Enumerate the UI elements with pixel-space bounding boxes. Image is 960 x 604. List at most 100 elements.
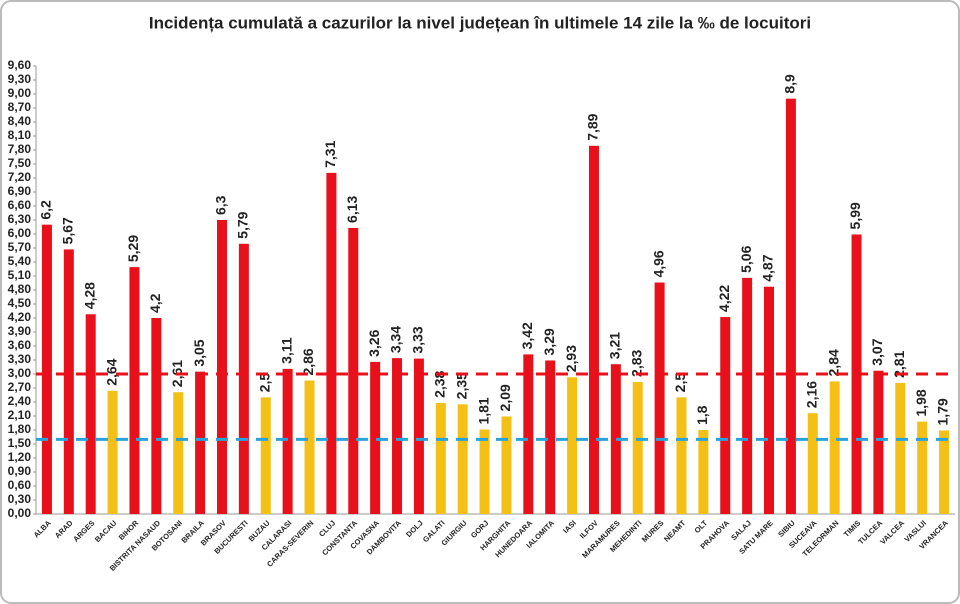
data-label: 7,31 [322, 140, 338, 167]
y-tick-label: 0,90 [8, 464, 32, 478]
bar [895, 382, 906, 514]
bar [742, 277, 753, 514]
bar [873, 370, 884, 514]
y-tick-label: 0,60 [8, 478, 32, 492]
data-label: 2,81 [891, 350, 907, 377]
data-label: 4,2 [147, 293, 163, 313]
data-label: 3,11 [278, 337, 294, 364]
data-label: 6,2 [38, 200, 54, 220]
bar [917, 421, 928, 514]
bar [479, 429, 490, 514]
bar [610, 364, 621, 514]
bar [216, 220, 227, 514]
bar [829, 381, 840, 514]
bar [392, 358, 403, 514]
y-tick-label: 8,10 [8, 128, 32, 142]
data-label: 2,83 [628, 349, 644, 376]
y-tick-label: 2,10 [8, 408, 32, 422]
bar [501, 416, 512, 514]
y-tick-label: 9,60 [8, 58, 32, 72]
y-tick-label: 6,30 [8, 212, 32, 226]
data-label: 2,5 [672, 373, 688, 393]
y-tick-label: 7,80 [8, 142, 32, 156]
data-label: 8,9 [782, 74, 798, 94]
bar [173, 392, 184, 514]
data-label: 5,29 [125, 235, 141, 262]
data-label: 7,89 [585, 113, 601, 140]
y-tick-label: 3,90 [8, 324, 32, 338]
y-tick-label: 1,50 [8, 436, 32, 450]
data-label: 4,96 [650, 250, 666, 277]
y-tick-label: 7,20 [8, 170, 32, 184]
data-label: 3,34 [388, 326, 404, 353]
bar [523, 354, 534, 514]
data-label: 2,09 [497, 384, 513, 411]
bar [807, 413, 818, 514]
bar [85, 314, 96, 514]
data-label: 2,5 [256, 373, 272, 393]
y-tick-label: 9,30 [8, 72, 32, 86]
data-label: 2,38 [432, 370, 448, 397]
data-label: 3,29 [541, 328, 557, 355]
data-label: 5,99 [847, 202, 863, 229]
bar [129, 267, 140, 514]
y-tick-label: 1,80 [8, 422, 32, 436]
bar [545, 360, 556, 514]
bar [326, 172, 337, 514]
bar [676, 397, 687, 514]
bar [632, 381, 643, 514]
data-label: 4,28 [81, 282, 97, 309]
data-label: 2,86 [300, 348, 316, 375]
chart-title: Incidența cumulată a cazurilor la nivel … [149, 13, 811, 32]
y-tick-label: 4,50 [8, 296, 32, 310]
data-label: 3,26 [366, 329, 382, 356]
y-tick-label: 5,10 [8, 268, 32, 282]
y-tick-label: 8,40 [8, 114, 32, 128]
data-label: 3,42 [519, 322, 535, 349]
data-label: 3,05 [191, 339, 207, 366]
bar [370, 361, 381, 514]
bar [348, 227, 359, 514]
bar [588, 145, 599, 515]
y-tick-label: 6,00 [8, 226, 32, 240]
y-tick-label: 6,90 [8, 184, 32, 198]
y-tick-label: 3,00 [8, 366, 32, 380]
bar [764, 286, 775, 514]
data-label: 1,8 [694, 405, 710, 425]
y-tick-label: 6,60 [8, 198, 32, 212]
bar [151, 318, 162, 514]
bar [260, 397, 271, 514]
y-tick-label: 4,80 [8, 282, 32, 296]
data-label: 2,64 [103, 358, 119, 385]
data-label: 2,16 [803, 381, 819, 408]
bar [304, 380, 315, 514]
y-tick-label: 0,00 [8, 506, 32, 520]
y-tick-label: 7,50 [8, 156, 32, 170]
y-tick-label: 9,00 [8, 86, 32, 100]
data-label: 3,33 [410, 326, 426, 353]
data-label: 6,3 [213, 195, 229, 215]
bar [654, 282, 665, 514]
data-label: 6,13 [344, 195, 360, 222]
y-tick-label: 1,20 [8, 450, 32, 464]
y-tick-label: 0,30 [8, 492, 32, 506]
y-tick-label: 5,40 [8, 254, 32, 268]
bar [63, 249, 74, 514]
bar [720, 317, 731, 514]
data-label: 4,22 [716, 285, 732, 312]
data-label: 1,98 [913, 389, 929, 416]
bar [435, 402, 446, 514]
y-tick-label: 2,70 [8, 380, 32, 394]
y-tick-label: 3,60 [8, 338, 32, 352]
bar [107, 390, 118, 514]
bar [413, 358, 424, 514]
data-label: 1,81 [475, 397, 491, 424]
y-tick-label: 2,40 [8, 394, 32, 408]
bar [238, 243, 249, 515]
data-label: 5,67 [60, 217, 76, 244]
bar [698, 430, 709, 514]
y-tick-label: 5,70 [8, 240, 32, 254]
bar [567, 377, 578, 514]
y-tick-label: 8,70 [8, 100, 32, 114]
